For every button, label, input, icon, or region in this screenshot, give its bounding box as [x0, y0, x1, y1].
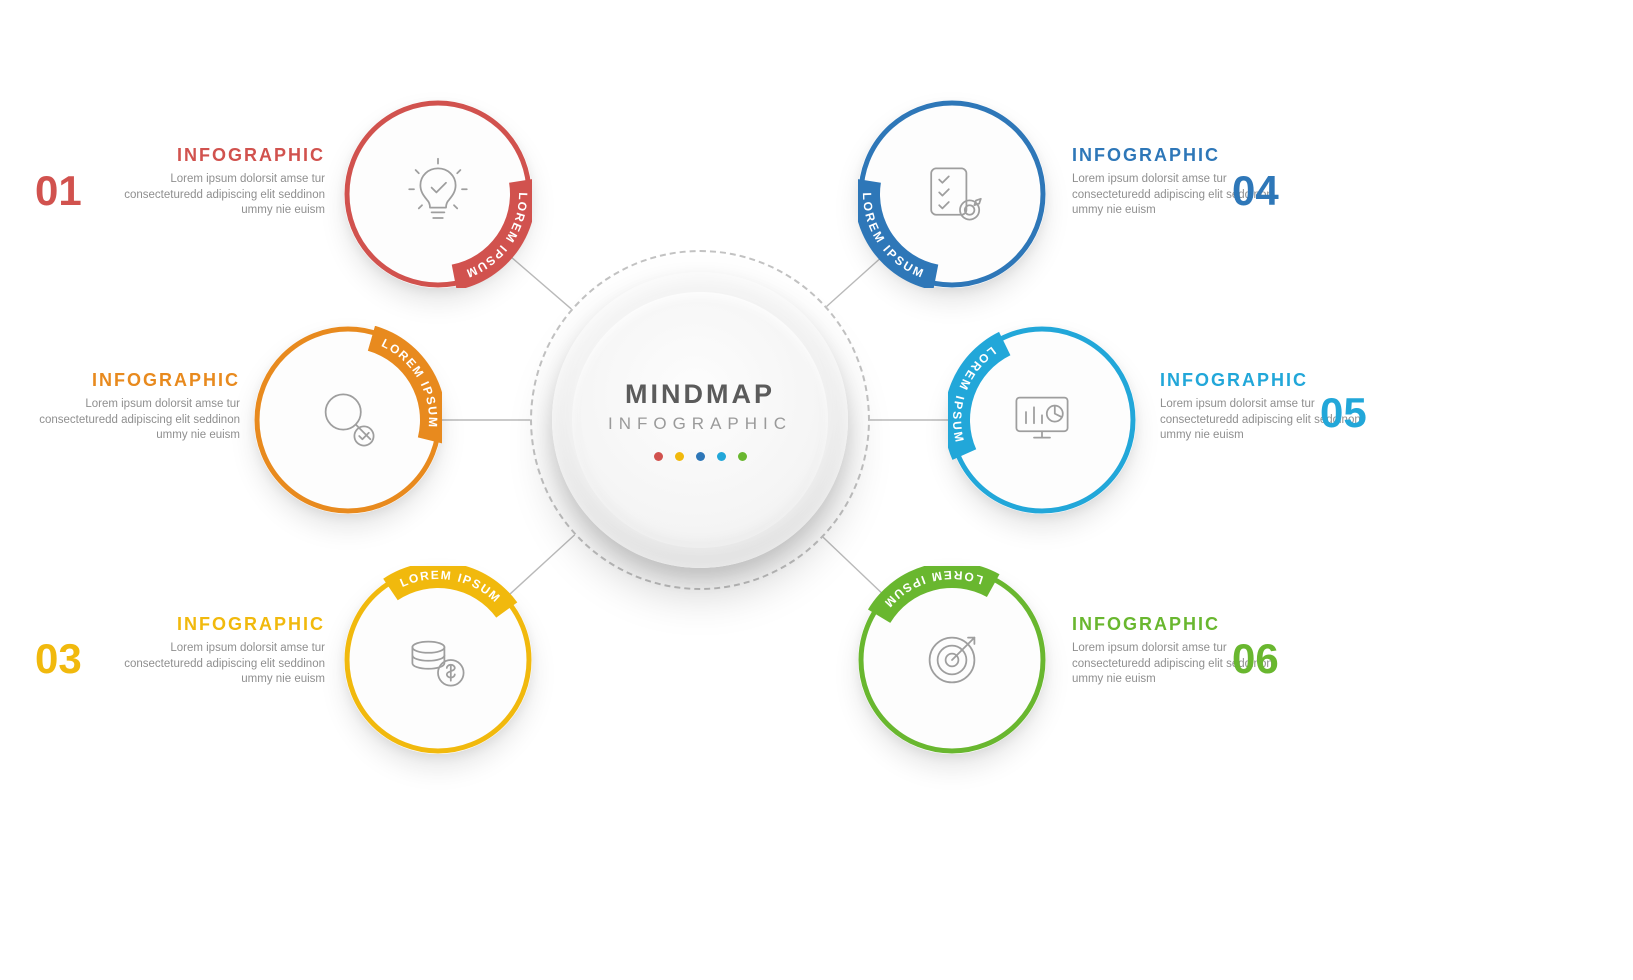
heading-05: INFOGRAPHIC	[1160, 370, 1380, 391]
heading-04: INFOGRAPHIC	[1072, 145, 1292, 166]
number-03: 03	[35, 638, 82, 680]
number-01: 01	[35, 170, 82, 212]
body-03: Lorem ipsum dolorsit amse tur consectetu…	[105, 641, 325, 688]
mindmap-infographic: MINDMAP INFOGRAPHIC LOREM IPSUM INFOGRAP…	[0, 0, 1633, 980]
node-02: LOREM IPSUM	[254, 326, 442, 514]
text-block-01: INFOGRAPHIC Lorem ipsum dolorsit amse tu…	[105, 145, 325, 219]
monitor-chart-icon	[948, 326, 1136, 514]
body-01: Lorem ipsum dolorsit amse tur consectetu…	[105, 172, 325, 219]
target-arrow-icon	[858, 566, 1046, 754]
hub-subtitle: INFOGRAPHIC	[608, 414, 792, 434]
number-04: 04	[1232, 170, 1279, 212]
coins-dollar-icon	[344, 566, 532, 754]
node-05: LOREM IPSUM	[948, 326, 1136, 514]
node-01: LOREM IPSUM	[344, 100, 532, 288]
node-06: LOREM IPSUM	[858, 566, 1046, 754]
hub-dots	[654, 452, 747, 461]
lightbulb-check-icon	[344, 100, 532, 288]
heading-02: INFOGRAPHIC	[20, 370, 240, 391]
hub-inner: MINDMAP INFOGRAPHIC	[572, 292, 828, 548]
text-block-03: INFOGRAPHIC Lorem ipsum dolorsit amse tu…	[105, 614, 325, 688]
number-06: 06	[1232, 638, 1279, 680]
heading-01: INFOGRAPHIC	[105, 145, 325, 166]
hub-title: MINDMAP	[625, 379, 775, 410]
magnifier-check-icon	[254, 326, 442, 514]
node-04: LOREM IPSUM	[858, 100, 1046, 288]
checklist-target-icon	[858, 100, 1046, 288]
body-02: Lorem ipsum dolorsit amse tur consectetu…	[20, 397, 240, 444]
node-03: LOREM IPSUM	[344, 566, 532, 754]
number-05: 05	[1320, 392, 1367, 434]
text-block-02: INFOGRAPHIC Lorem ipsum dolorsit amse tu…	[20, 370, 240, 444]
heading-06: INFOGRAPHIC	[1072, 614, 1292, 635]
heading-03: INFOGRAPHIC	[105, 614, 325, 635]
